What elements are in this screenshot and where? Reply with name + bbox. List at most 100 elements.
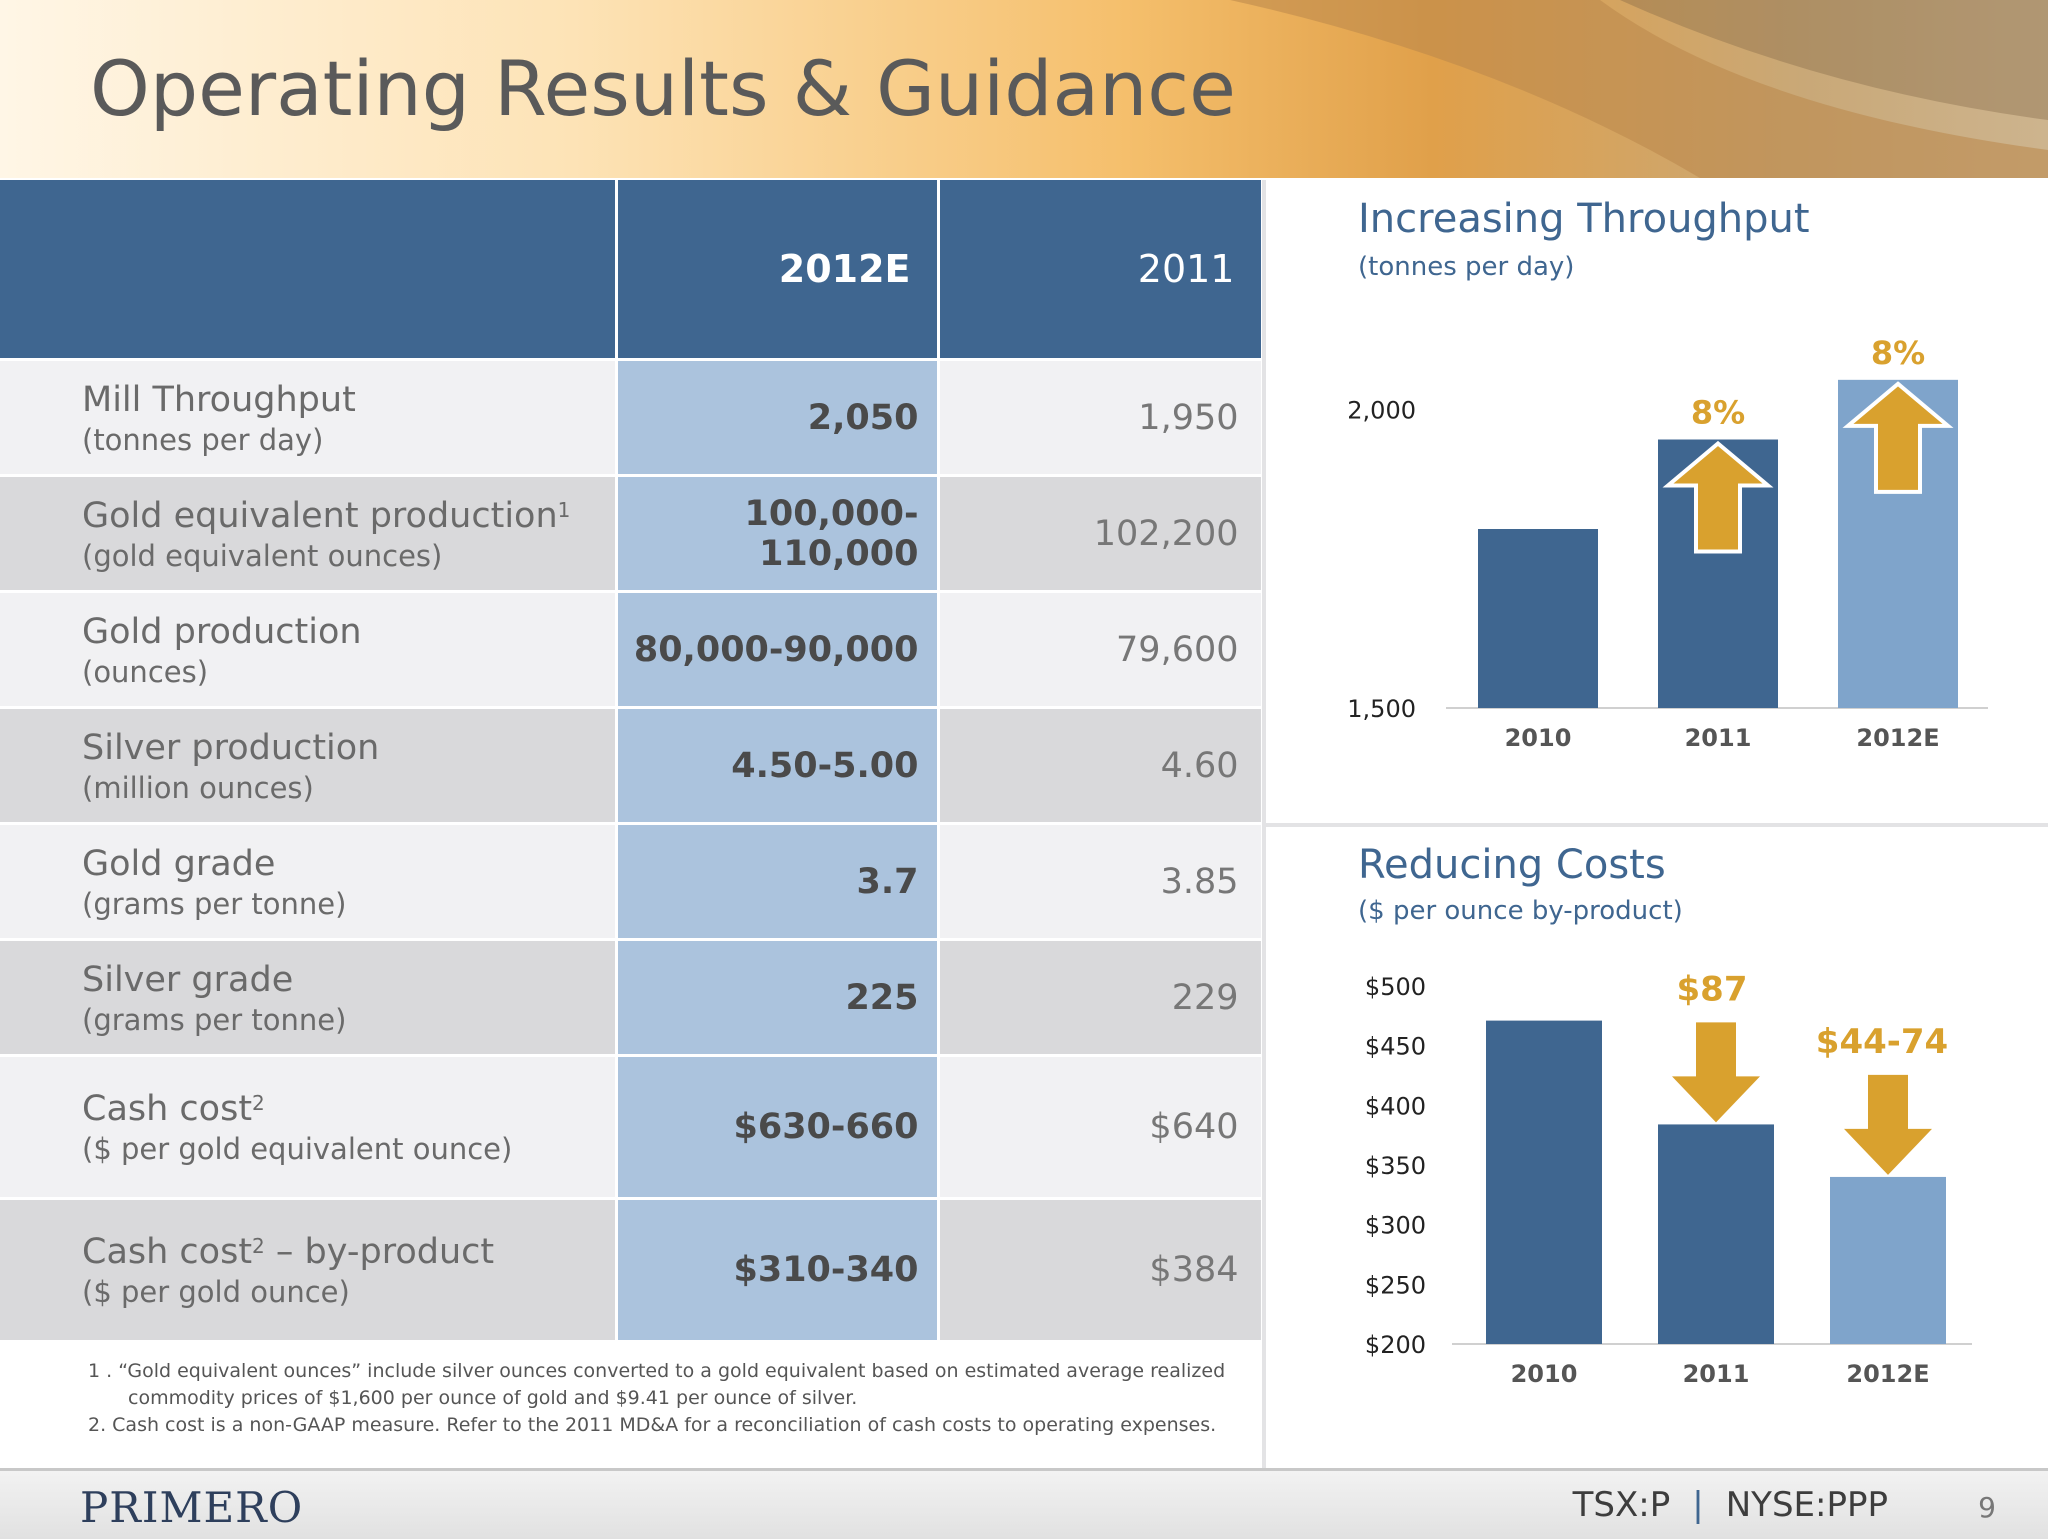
table-row: Cash cost2 – by-product ($ per gold ounc… [0,1198,1264,1343]
value-2011: 102,200 [938,475,1264,593]
nyse-label: NYSE: [1725,1485,1827,1525]
row-label: Gold grade (grams per tonne) [0,823,618,941]
table-header-row: 2012E 2011 [0,180,1264,361]
y-tick-label: 2,000 [1347,397,1416,425]
page-title: Operating Results & Guidance [90,44,1236,133]
change-label: 8% [1691,394,1745,432]
x-tick-label: 2010 [1505,724,1572,752]
y-tick-label: $250 [1365,1271,1426,1299]
costs-chart-subtitle: ($ per ounce by-product) [1358,896,1683,926]
tsx-code: P [1649,1485,1671,1525]
value-2012e: 225 [616,939,940,1057]
x-tick-label: 2010 [1511,1360,1578,1388]
costs-bar-chart: $200 $250 $300 $350 $400 $450 $500 2010 2011 2012… [1365,969,1972,1388]
value-2011: $640 [938,1055,1264,1200]
row-label-suffix: – by-product [264,1232,495,1272]
title-banner: Operating Results & Guidance [0,0,2048,178]
tsx-label: TSX: [1572,1485,1650,1525]
row-label: Cash cost2 ($ per gold equivalent ounce) [0,1055,618,1200]
value-2011: $384 [938,1198,1264,1343]
x-tick-label: 2011 [1683,1360,1750,1388]
row-footnote-ref: 2 [252,1234,265,1258]
y-tick-label: $500 [1365,973,1426,1001]
value-2012e: 2,050 [616,359,940,477]
y-tick-label: $400 [1365,1092,1426,1120]
banner-swoosh [1230,0,2048,178]
row-label-main: Mill Throughput [82,379,356,420]
row-label-main: Silver grade [82,959,294,1000]
row-label: Silver grade (grams per tonne) [0,939,618,1057]
value-2011: 229 [938,939,1264,1057]
row-label-unit: (million ounces) [82,770,314,805]
header-2011: 2011 [938,180,1264,361]
value-2012e: $630-660 [616,1055,940,1200]
bar-2010 [1478,529,1598,708]
row-label-main: Cash cost [82,1089,253,1129]
row-label-unit: (ounces) [82,654,209,689]
change-label: $87 [1677,969,1748,1009]
row-label-main: Gold production [82,611,362,652]
row-label: Gold production (ounces) [0,591,618,709]
panel-divider-horizontal [1262,823,2048,827]
x-tick-label: 2011 [1685,724,1752,752]
value-2012e: $310-340 [616,1198,940,1343]
row-label-unit: (grams per tonne) [82,1002,347,1037]
costs-chart-title: Reducing Costs [1358,842,1666,888]
value-2011: 79,600 [938,591,1264,709]
footnote-1: 1 . “Gold equivalent ounces” include sil… [88,1360,1226,1382]
footer-bar: PRIMERO TSX:P | NYSE:PPP 9 [0,1468,2048,1539]
header-2012e: 2012E [616,180,940,361]
row-label-unit: (tonnes per day) [82,422,324,457]
value-2012e: 80,000-90,000 [616,591,940,709]
row-label-unit: (grams per tonne) [82,886,347,921]
up-arrow-icon [1842,381,1954,494]
value-2012e: 100,000-110,000 [616,475,940,593]
row-label-main: Cash cost [82,1232,253,1272]
operating-results-table: 2012E 2011 Mill Throughput (tonnes per d… [0,180,1264,1343]
down-arrow-icon [1672,1022,1760,1123]
bar-2012e [1830,1176,1946,1344]
change-label: $44-74 [1816,1022,1948,1062]
value-2012e: 4.50-5.00 [616,707,940,825]
page-number: 9 [1978,1491,1996,1524]
change-label: 8% [1871,334,1925,372]
row-label-unit: ($ per gold ounce) [82,1275,350,1309]
y-tick-label: $450 [1365,1033,1426,1061]
row-label-main: Silver production [82,727,380,768]
header-blank [0,180,618,361]
table-row: Silver grade (grams per tonne) 225 229 [0,939,1264,1057]
bar-2010 [1486,1020,1602,1344]
value-2011: 4.60 [938,707,1264,825]
x-tick-label: 2012E [1856,724,1939,752]
y-tick-label: 1,500 [1347,695,1416,723]
footnote-1-continued: commodity prices of $1,600 per ounce of … [128,1387,858,1409]
throughput-chart-subtitle: (tonnes per day) [1358,252,1575,282]
y-tick-label: $200 [1365,1331,1426,1359]
value-2012e: 3.7 [616,823,940,941]
stock-tickers: TSX:P | NYSE:PPP [1573,1485,1888,1525]
row-label-unit: (gold equivalent ounces) [82,538,443,573]
row-footnote-ref: 1 [557,497,571,522]
table-row: Mill Throughput (tonnes per day) 2,050 1… [0,359,1264,477]
up-arrow-icon [1662,440,1774,554]
row-footnote-ref: 2 [252,1091,265,1115]
down-arrow-icon [1844,1074,1932,1175]
row-label-main: Gold grade [82,843,276,884]
footnotes: 1 . “Gold equivalent ounces” include sil… [88,1358,1225,1439]
bar-2011 [1658,1124,1774,1344]
value-2011: 1,950 [938,359,1264,477]
nyse-code: PPP [1826,1485,1888,1525]
table-row: Gold production (ounces) 80,000-90,000 7… [0,591,1264,709]
row-label: Silver production (million ounces) [0,707,618,825]
row-label: Gold equivalent production1 (gold equiva… [0,475,618,593]
row-label-main: Gold equivalent production [82,495,558,536]
y-tick-label: $350 [1365,1152,1426,1180]
table-row: Gold equivalent production1 (gold equiva… [0,475,1264,593]
footnote-2: 2. Cash cost is a non-GAAP measure. Refe… [88,1414,1217,1436]
y-tick-label: $300 [1365,1212,1426,1240]
primero-logo: PRIMERO [80,1483,304,1532]
row-label-unit: ($ per gold equivalent ounce) [82,1132,513,1166]
row-label: Cash cost2 – by-product ($ per gold ounc… [0,1198,618,1343]
throughput-bar-chart: 1,500 2,000 2010 2011 2012E 8% 8% [1347,334,1988,752]
x-tick-label: 2012E [1846,1360,1929,1388]
